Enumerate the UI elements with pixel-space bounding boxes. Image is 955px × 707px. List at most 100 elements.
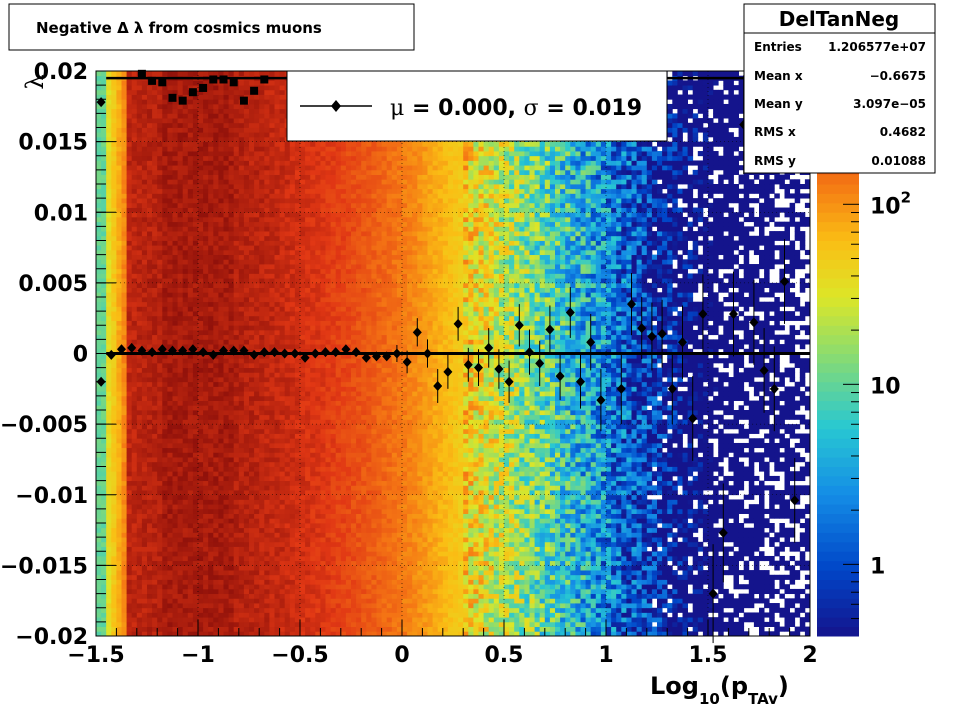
heatmap-cell <box>111 621 117 627</box>
heatmap-cell <box>294 245 301 251</box>
heatmap-cell <box>192 447 199 453</box>
heatmap-cell <box>223 574 229 580</box>
heatmap-cell <box>121 424 127 430</box>
heatmap-cell <box>218 475 224 482</box>
heatmap-cell <box>96 546 102 552</box>
heatmap-cell <box>228 523 235 529</box>
heatmap-cell <box>305 471 311 477</box>
heatmap-cell <box>294 532 301 538</box>
heatmap-cell <box>177 259 184 265</box>
heatmap-cell <box>259 249 265 256</box>
heatmap-cell <box>198 89 204 95</box>
heatmap-cell <box>243 593 250 599</box>
heatmap-cell <box>96 504 102 510</box>
heatmap-cell <box>182 560 189 566</box>
heatmap-cell <box>300 607 306 613</box>
heatmap-cell <box>254 490 260 496</box>
heatmap-cell <box>96 424 102 430</box>
heatmap-cell <box>223 588 229 595</box>
heatmap-cell <box>218 221 224 227</box>
heatmap-cell <box>111 339 117 345</box>
heatmap-cell <box>101 598 107 604</box>
heatmap-cell <box>192 315 199 321</box>
heatmap-cell <box>101 259 107 265</box>
heatmap-cell <box>218 198 224 204</box>
heatmap-cell <box>249 122 255 128</box>
heatmap-cell <box>152 537 158 543</box>
heatmap-cell <box>228 410 235 416</box>
heatmap-cell <box>192 367 199 373</box>
heatmap-cell <box>228 367 235 373</box>
heatmap-cell <box>233 325 240 331</box>
heatmap-cell <box>121 212 127 218</box>
heatmap-cell <box>192 555 199 562</box>
heatmap-cell <box>106 141 112 147</box>
heatmap-cell <box>223 367 229 373</box>
heatmap-cell <box>136 480 143 486</box>
heatmap-cell <box>249 414 255 420</box>
heatmap-cell <box>152 494 158 500</box>
heatmap-cell <box>274 419 280 425</box>
heatmap-cell <box>300 527 306 533</box>
heatmap-cell <box>96 278 102 284</box>
heatmap-cell <box>249 339 255 345</box>
heatmap-cell <box>233 254 240 260</box>
heatmap-cell <box>111 108 117 114</box>
heatmap-cell <box>213 466 219 472</box>
heatmap-cell <box>300 160 306 166</box>
heatmap-cell <box>208 122 214 128</box>
heatmap-cell <box>187 607 194 613</box>
heatmap-cell <box>172 212 178 218</box>
heatmap-cell <box>96 113 102 119</box>
heatmap-cell <box>243 240 250 246</box>
heatmap-cell <box>223 410 229 416</box>
heatmap-cell <box>198 122 204 128</box>
heatmap-cell <box>187 226 194 232</box>
heatmap-cell <box>162 259 168 265</box>
heatmap-cell <box>305 381 311 387</box>
heatmap-cell <box>259 377 265 383</box>
heatmap-cell <box>294 231 301 237</box>
heatmap-cell <box>228 254 235 260</box>
heatmap-cell <box>101 226 107 232</box>
heatmap-cell <box>172 598 178 604</box>
heatmap-cell <box>126 320 133 326</box>
heatmap-cell <box>152 329 158 336</box>
heatmap-cell <box>279 438 286 444</box>
heatmap-cell <box>147 617 153 623</box>
heatmap-cell <box>106 485 112 491</box>
heatmap-cell <box>96 146 102 152</box>
heatmap-cell <box>187 235 194 241</box>
heatmap-cell <box>121 386 127 392</box>
heatmap-cell <box>305 480 311 486</box>
heatmap-cell <box>269 141 275 147</box>
heatmap-cell <box>136 155 143 161</box>
heatmap-cell <box>157 598 163 604</box>
heatmap-cell <box>218 424 224 430</box>
heatmap-cell <box>116 99 122 105</box>
heatmap-cell <box>116 259 122 265</box>
heatmap-cell <box>213 362 219 369</box>
heatmap-cell <box>274 532 280 538</box>
heatmap-cell <box>243 141 250 147</box>
heatmap-cell <box>300 461 306 467</box>
heatmap-cell <box>182 607 189 613</box>
heatmap-cell <box>274 457 280 463</box>
heatmap-cell <box>172 193 178 199</box>
heatmap-cell <box>177 179 184 185</box>
heatmap-cell <box>157 231 163 237</box>
heatmap-cell <box>182 329 189 336</box>
heatmap-cell <box>213 259 219 265</box>
heatmap-cell <box>172 565 178 571</box>
heatmap-cell <box>106 551 112 557</box>
heatmap-cell <box>213 212 219 218</box>
heatmap-cell <box>182 89 189 95</box>
heatmap-cell <box>228 99 235 105</box>
heatmap-cell <box>259 184 265 190</box>
heatmap-cell <box>300 570 306 576</box>
heatmap-cell <box>254 320 260 326</box>
heatmap-cell <box>141 386 148 392</box>
heatmap-cell <box>167 188 173 194</box>
heatmap-cell <box>162 447 168 453</box>
heatmap-cell <box>233 155 240 161</box>
